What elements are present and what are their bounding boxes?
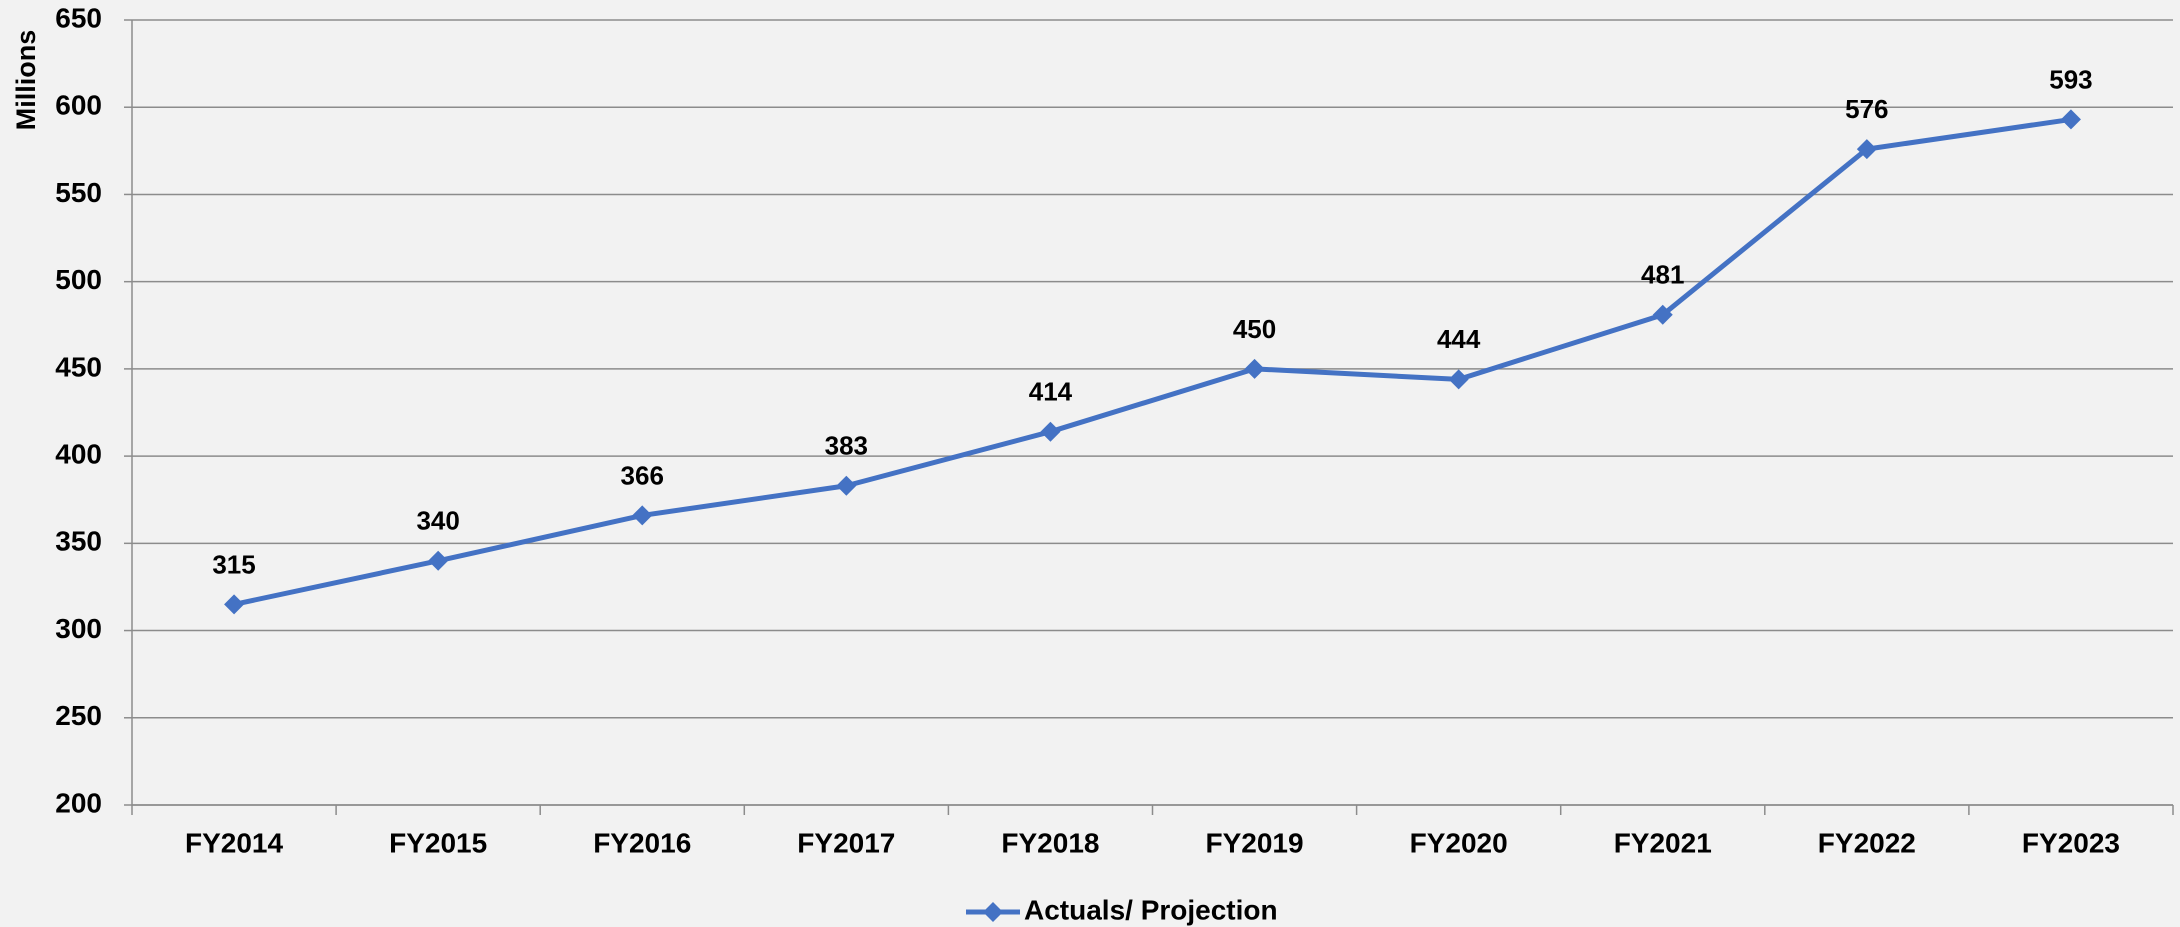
y-tick-label: 500 — [55, 264, 102, 295]
y-tick-label: 200 — [55, 787, 102, 818]
x-tick-label: FY2021 — [1614, 827, 1712, 858]
data-label: 444 — [1437, 324, 1481, 354]
x-tick-label: FY2017 — [797, 827, 895, 858]
x-tick-label: FY2014 — [185, 827, 283, 858]
marker — [1448, 369, 1469, 390]
y-tick-label: 400 — [55, 439, 102, 470]
y-tick-label: 300 — [55, 613, 102, 644]
x-tick-label: FY2022 — [1818, 827, 1916, 858]
data-label: 414 — [1029, 377, 1073, 407]
marker — [224, 594, 245, 615]
x-tick-label: FY2019 — [1206, 827, 1304, 858]
series-line — [233, 116, 2072, 607]
x-tick-label: FY2018 — [1001, 827, 1099, 858]
marker — [632, 505, 653, 526]
y-tick-label: 350 — [55, 526, 102, 557]
y-tick-label: 250 — [55, 700, 102, 731]
data-label: 576 — [1845, 94, 1888, 124]
x-tick-label: FY2015 — [389, 827, 487, 858]
data-label: 450 — [1233, 314, 1276, 344]
data-label: 481 — [1641, 260, 1684, 290]
y-tick-label: 450 — [55, 351, 102, 382]
x-tick-label: FY2023 — [2022, 827, 2120, 858]
data-label: 366 — [621, 460, 664, 490]
y-axis-label: Millions — [11, 30, 41, 131]
marker — [1040, 421, 1061, 442]
x-tick-label: FY2016 — [593, 827, 691, 858]
data-label: 593 — [2049, 64, 2092, 94]
legend-marker — [983, 902, 1003, 922]
marker — [2060, 109, 2081, 130]
x-tick-label: FY2020 — [1410, 827, 1508, 858]
y-tick-label: 600 — [55, 90, 102, 121]
marker — [836, 475, 857, 496]
marker — [428, 550, 449, 571]
marker — [1244, 358, 1265, 379]
y-tick-label: 650 — [55, 2, 102, 33]
y-tick-label: 550 — [55, 177, 102, 208]
data-label: 315 — [212, 549, 255, 579]
legend-label: Actuals/ Projection — [1024, 894, 1278, 925]
marker — [1652, 304, 1673, 325]
marker — [1856, 139, 1877, 160]
data-label: 340 — [416, 506, 459, 536]
data-label: 383 — [825, 431, 868, 461]
